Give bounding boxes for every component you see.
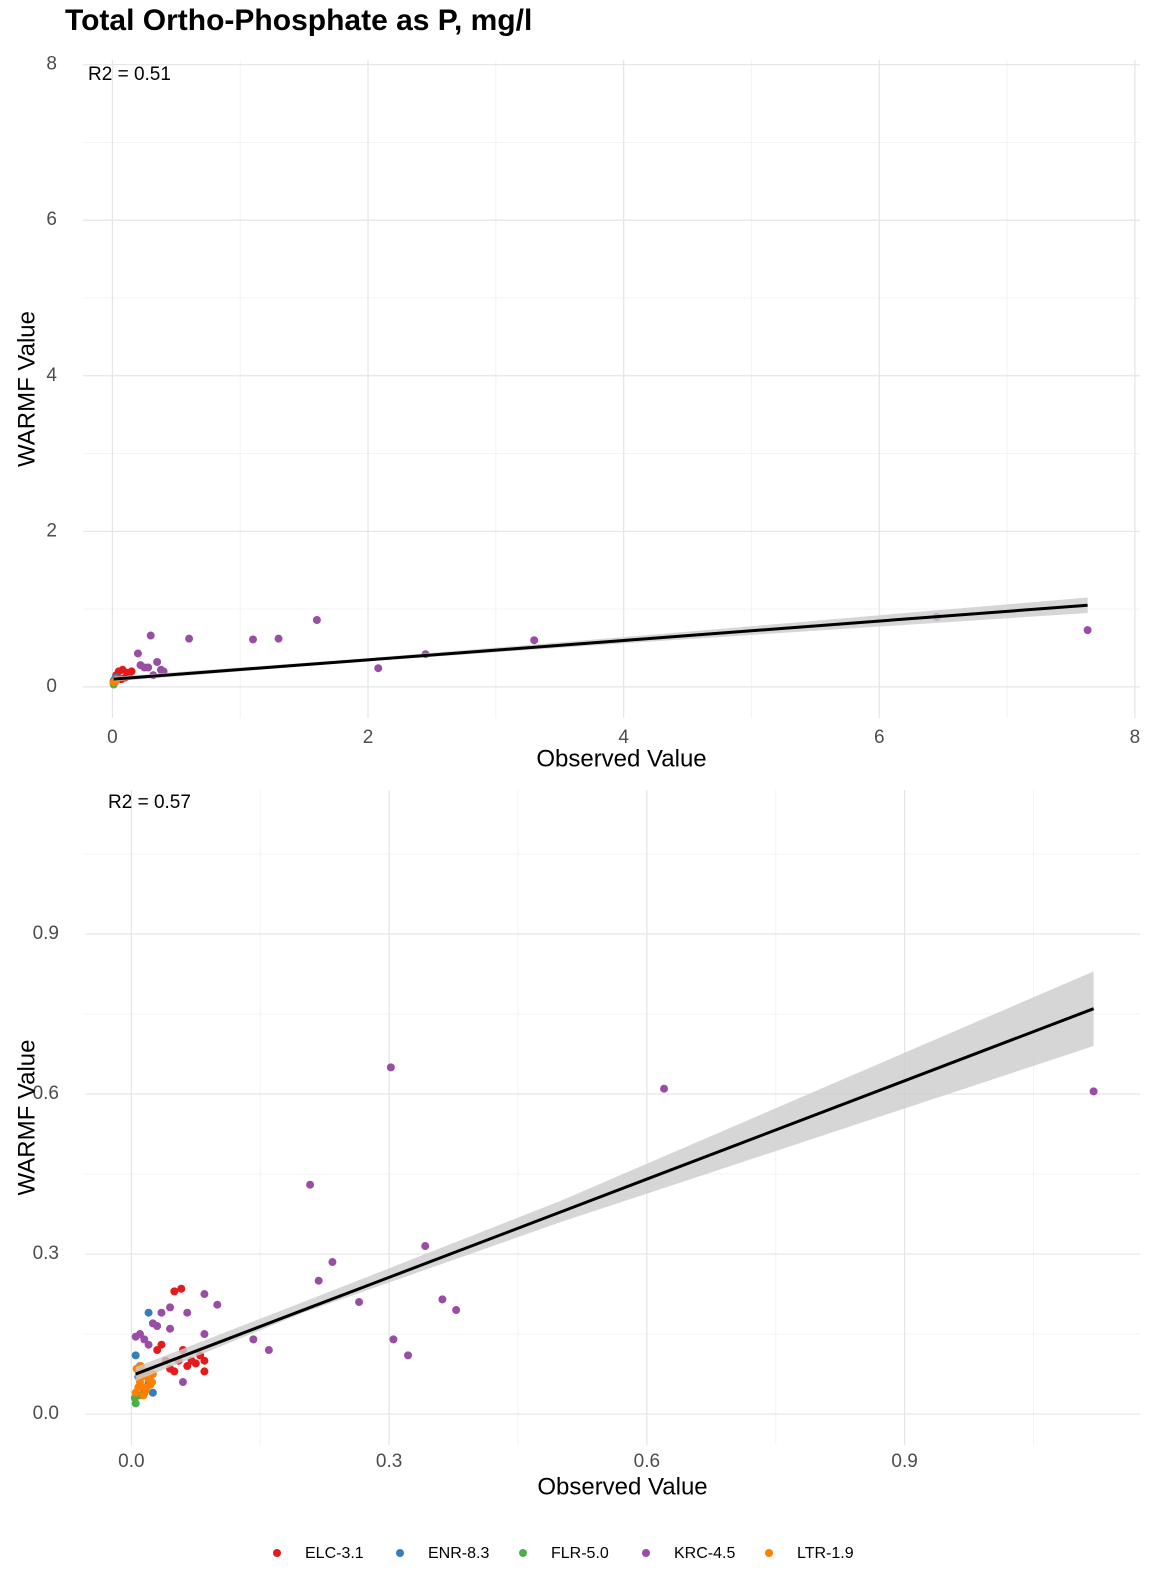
y-axis-title: WARMF Value [13,1039,40,1195]
data-point [213,1300,222,1309]
legend-label: LTR-1.9 [797,1545,854,1562]
data-point [314,1276,323,1285]
y-tick-label: 0 [46,676,57,697]
y-tick-label: 0.3 [33,1243,59,1264]
data-point [404,1351,413,1360]
x-tick-label: 0.0 [118,1451,144,1472]
x-axis-title: Observed Value [536,745,706,772]
x-tick-label: 6 [874,727,885,748]
data-point [374,664,383,673]
data-point [140,663,149,672]
y-tick-label: 6 [46,209,57,230]
data-point [248,635,257,644]
y-axis-title: WARMF Value [13,311,40,467]
data-point [183,1308,192,1317]
data-point [1083,626,1092,635]
x-tick-label: 0 [107,727,118,748]
x-axis-title: Observed Value [537,1473,707,1500]
data-point [141,1386,150,1395]
data-point [144,1308,153,1317]
x-tick-label: 0.9 [891,1451,917,1472]
data-point [157,1340,166,1349]
data-point [386,1063,395,1072]
data-point [133,649,142,658]
data-point [131,1351,140,1360]
confidence-band [135,971,1094,1381]
data-point [166,1324,175,1333]
data-point [200,1330,209,1339]
data-point [1089,1087,1098,1096]
x-tick-label: 4 [618,727,629,748]
y-tick-label: 0.0 [33,1403,59,1424]
data-point [144,1340,153,1349]
legend-marker [765,1549,773,1557]
data-point [264,1346,273,1355]
data-point [185,634,194,643]
data-point [389,1335,398,1344]
legend-label: ENR-8.3 [428,1545,489,1562]
data-point [170,1287,179,1296]
data-point [660,1084,669,1093]
data-point [178,1378,187,1387]
x-tick-label: 2 [363,727,374,748]
data-point [312,616,321,624]
chart-title: Total Ortho-Phosphate as P, mg/l [65,4,532,37]
data-point [157,1308,166,1317]
data-point [177,1284,186,1293]
data-point [148,1388,157,1397]
y-tick-label: 0.6 [33,1083,59,1104]
data-point [421,1242,430,1251]
y-tick-label: 2 [46,520,57,541]
data-point [200,1290,209,1299]
data-point [355,1298,364,1307]
data-point [452,1306,461,1315]
data-point [328,1258,337,1267]
data-point [140,1335,149,1344]
x-tick-label: 0.6 [634,1451,660,1472]
y-tick-label: 4 [46,365,57,386]
legend-marker [396,1549,404,1557]
annotation: R2 = 0.51 [88,64,171,85]
fit-line [113,603,1088,681]
data-point [530,636,539,645]
data-point [191,1359,200,1368]
annotation: R2 = 0.57 [108,792,191,813]
data-point [146,631,155,640]
data-point [200,1356,209,1365]
legend-marker [642,1549,650,1557]
x-tick-label: 8 [1130,727,1141,748]
data-point [166,1303,175,1312]
data-point [153,1322,162,1331]
data-point [306,1180,315,1189]
data-point [153,1346,162,1355]
data-point [153,658,162,666]
data-point [148,1378,157,1387]
legend-marker [273,1549,281,1557]
fit-line [135,1007,1095,1376]
data-point [183,1362,192,1371]
legend-label: KRC-4.5 [674,1545,735,1562]
y-tick-label: 8 [46,54,57,75]
legend-label: FLR-5.0 [551,1545,609,1562]
data-point [249,1335,258,1344]
x-tick-label: 0.3 [376,1451,402,1472]
y-tick-label: 0.9 [33,923,59,944]
data-point [200,1367,209,1376]
data-point [274,634,283,643]
data-point [438,1295,447,1304]
legend-label: ELC-3.1 [305,1545,364,1562]
legend-marker [519,1549,527,1557]
data-point [135,1330,144,1339]
